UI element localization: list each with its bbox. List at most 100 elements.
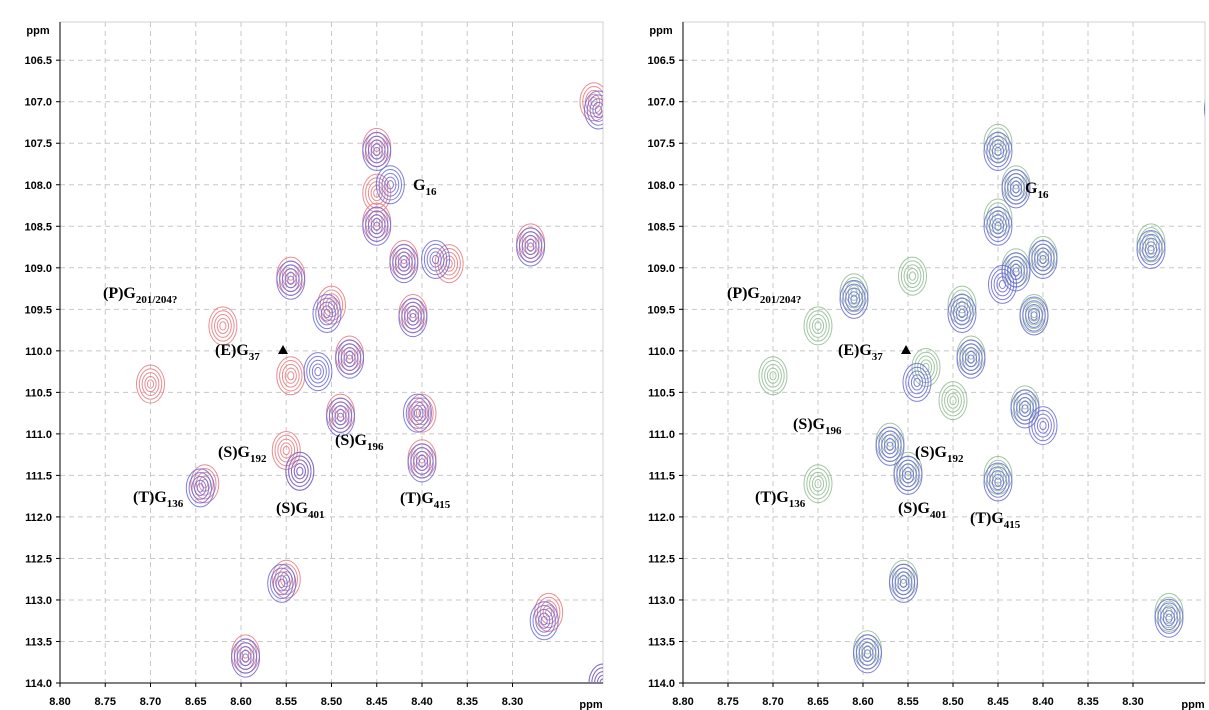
- contour-ring: [398, 298, 428, 338]
- plot-frame: [682, 21, 1206, 684]
- peak: [285, 451, 315, 491]
- peak: [983, 132, 1013, 172]
- contour-ring: [290, 459, 309, 484]
- contour-ring: [402, 393, 432, 433]
- annotation: G16: [413, 177, 437, 198]
- contour-ring: [365, 210, 389, 242]
- y-tick-label: 108.0: [647, 180, 675, 192]
- annotation-subscript: 415: [434, 499, 451, 511]
- contour-ring: [955, 297, 969, 314]
- peak: [516, 227, 546, 267]
- contour-ring: [521, 235, 540, 259]
- peak: [1204, 102, 1205, 118]
- contour-ring: [409, 308, 417, 319]
- contour-ring: [413, 401, 431, 426]
- peak: [1136, 230, 1166, 270]
- contour-ring: [902, 362, 932, 402]
- contour-ring: [899, 574, 908, 584]
- annotation: (S)G401: [276, 500, 325, 521]
- contour-ring: [409, 312, 417, 323]
- contour-ring: [1136, 230, 1166, 270]
- annotation: (E)G37: [838, 342, 883, 363]
- contour-ring: [331, 405, 350, 430]
- y-tick-label: 111.0: [649, 429, 675, 441]
- contour-ring: [429, 251, 442, 268]
- contour-ring: [211, 310, 235, 342]
- contour-ring: [1012, 184, 1020, 194]
- contour-ring: [989, 139, 1007, 164]
- peak: [402, 393, 432, 433]
- peak: [803, 464, 833, 504]
- annotation-text: (S)G: [898, 500, 931, 517]
- peak: [1001, 169, 1031, 209]
- contour-ring: [908, 370, 926, 395]
- contour-ring: [1034, 413, 1052, 438]
- y-tick-label: 107.0: [24, 97, 52, 109]
- x-tick-label: 8.70: [140, 696, 161, 708]
- contour-ring: [989, 214, 1007, 239]
- contour-ring: [540, 616, 548, 626]
- contour-ring: [1142, 237, 1160, 262]
- contour-ring: [287, 275, 295, 285]
- contour-ring: [764, 363, 782, 388]
- contour-ring: [306, 355, 330, 388]
- contour-ring: [955, 305, 969, 322]
- contour-ring: [408, 401, 427, 426]
- contour-ring: [991, 218, 1005, 235]
- annotation-subscript: 201/204?: [136, 294, 178, 306]
- contour-ring: [1031, 409, 1055, 442]
- contour-ring: [806, 310, 830, 342]
- annotation-text: (P)G: [103, 285, 136, 302]
- contour-ring: [384, 176, 397, 193]
- x-tick-label: 8.45: [366, 696, 387, 708]
- peak: [898, 256, 927, 296]
- annotation: (S)G196: [335, 432, 384, 453]
- contour-ring: [320, 305, 334, 322]
- contour-ring: [842, 277, 866, 309]
- contour-ring: [314, 366, 322, 377]
- contour-ring: [994, 221, 1002, 231]
- contour-ring: [413, 451, 431, 475]
- contour-ring: [910, 374, 924, 391]
- contour-ring: [529, 601, 559, 641]
- contour-ring: [906, 268, 919, 285]
- peak: [839, 273, 869, 313]
- x-tick-label: 8.65: [185, 696, 206, 708]
- contour-ring: [335, 339, 365, 379]
- contour-ring: [938, 381, 968, 421]
- contour-ring: [592, 101, 603, 119]
- contour-ring: [208, 306, 238, 346]
- contour-ring: [998, 279, 1007, 290]
- contour-ring: [400, 254, 408, 265]
- contour-ring: [991, 467, 1005, 484]
- contour-ring: [863, 649, 872, 659]
- peak: [853, 634, 882, 674]
- x-tick-label: 8.55: [276, 696, 297, 708]
- contour-ring: [811, 475, 825, 492]
- annotation-text: (S)G: [276, 500, 309, 517]
- contour-ring: [861, 645, 874, 663]
- contour-ring: [282, 445, 290, 456]
- contour-ring: [1154, 598, 1184, 638]
- contour-ring: [367, 139, 386, 164]
- contour-ring: [415, 405, 429, 422]
- y-tick-label: 112.5: [25, 553, 52, 565]
- panel: 106.5 107.0 107.5 108.0 108.5 109.0 109.5 110.0…: [24, 21, 604, 710]
- contour-ring: [542, 604, 555, 621]
- contour-ring: [401, 301, 425, 334]
- contour-ring: [899, 578, 908, 589]
- contour-ring: [362, 206, 392, 246]
- contour-ring: [878, 430, 902, 463]
- annotation-subscript: 16: [1037, 189, 1049, 201]
- contour-ring: [279, 360, 303, 392]
- contour-ring: [989, 470, 1007, 494]
- contour-ring: [267, 563, 297, 603]
- contour-ring: [897, 575, 910, 592]
- contour-ring: [989, 463, 1007, 488]
- contour-ring: [293, 463, 306, 480]
- contour-ring: [311, 363, 325, 380]
- contour-ring: [986, 210, 1010, 242]
- contour-ring: [583, 90, 603, 130]
- peak: [208, 306, 238, 346]
- x-tick-label: 8.50: [942, 696, 963, 708]
